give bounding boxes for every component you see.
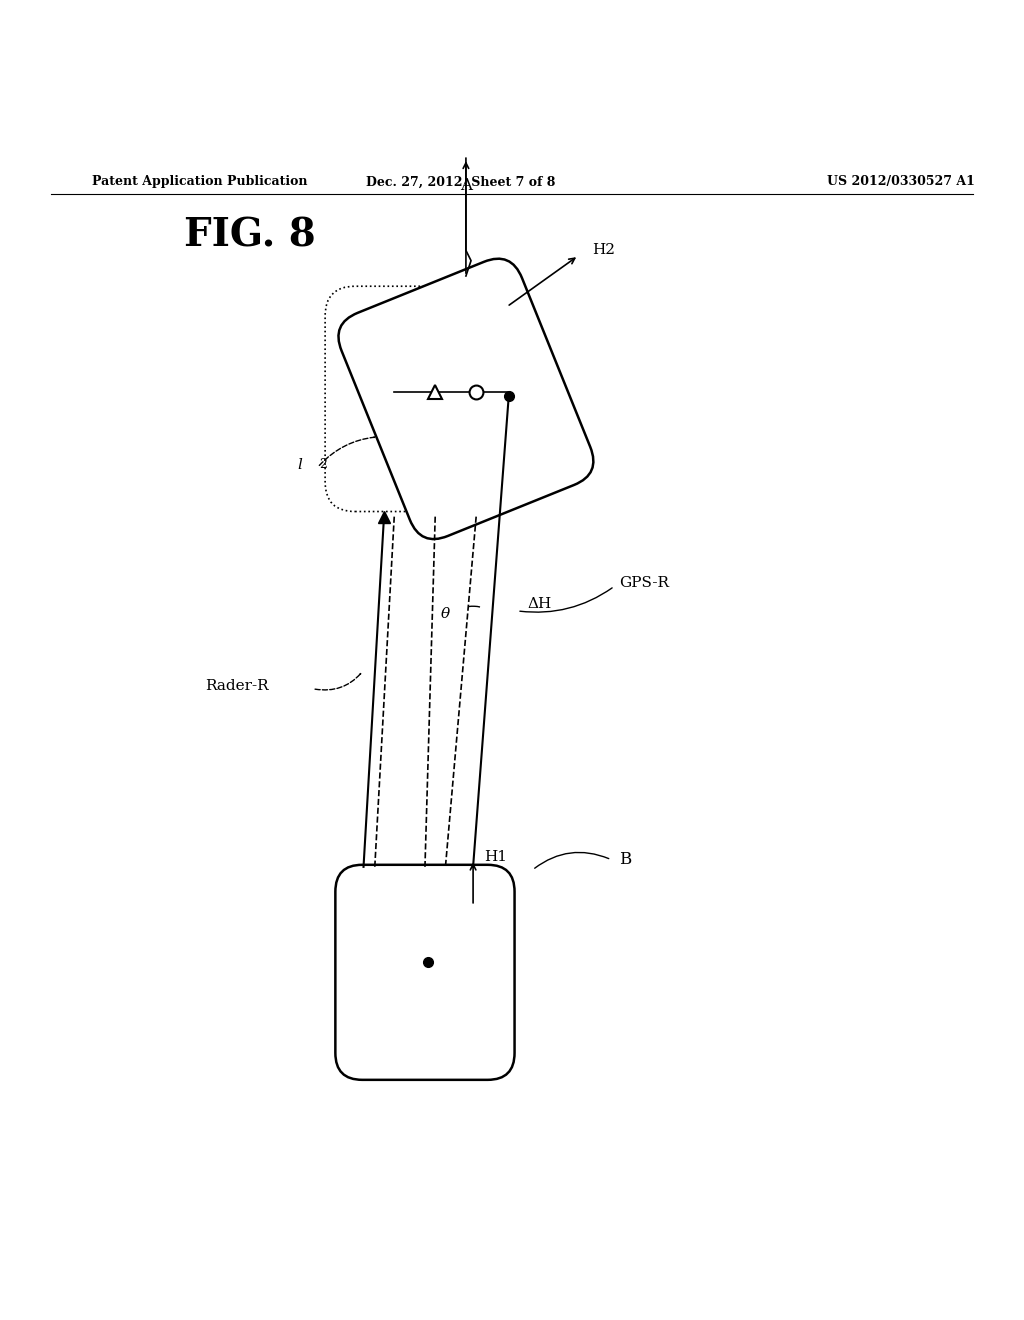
Text: θ: θ: [441, 607, 450, 620]
Text: GPS-R: GPS-R: [620, 577, 670, 590]
FancyBboxPatch shape: [339, 259, 593, 539]
Text: l: l: [297, 458, 302, 473]
Text: B: B: [620, 851, 632, 869]
Text: FIG. 8: FIG. 8: [184, 216, 316, 253]
FancyArrowPatch shape: [315, 673, 360, 690]
Text: ΔH: ΔH: [527, 597, 552, 611]
Text: A: A: [460, 177, 472, 194]
Text: Rader-R: Rader-R: [205, 678, 268, 693]
FancyArrowPatch shape: [535, 853, 609, 869]
FancyBboxPatch shape: [336, 865, 514, 1080]
Text: 2: 2: [319, 458, 328, 470]
Text: Dec. 27, 2012  Sheet 7 of 8: Dec. 27, 2012 Sheet 7 of 8: [367, 176, 555, 189]
Text: H1: H1: [484, 850, 507, 863]
Text: H2: H2: [592, 243, 614, 257]
Text: Patent Application Publication: Patent Application Publication: [92, 176, 307, 189]
FancyArrowPatch shape: [319, 437, 375, 466]
Text: US 2012/0330527 A1: US 2012/0330527 A1: [827, 176, 975, 189]
FancyArrowPatch shape: [520, 587, 612, 612]
